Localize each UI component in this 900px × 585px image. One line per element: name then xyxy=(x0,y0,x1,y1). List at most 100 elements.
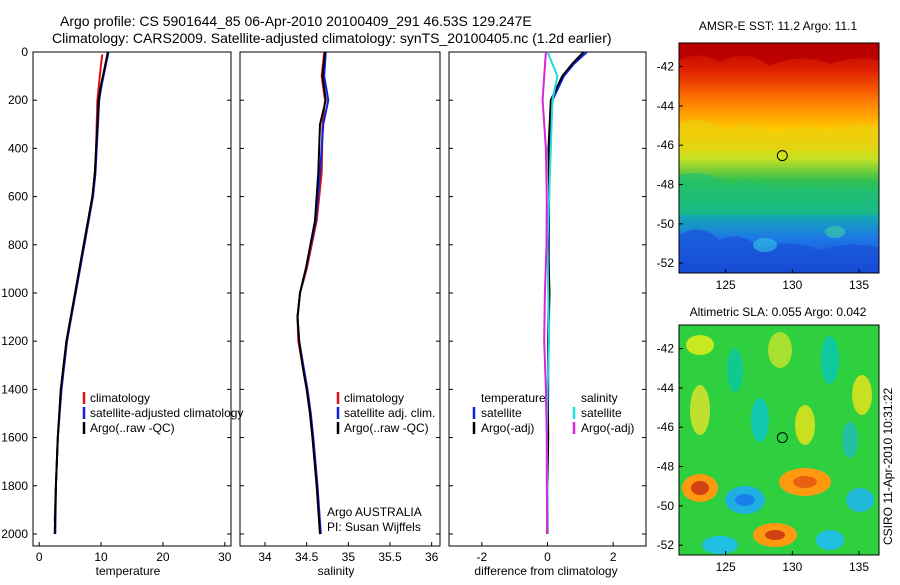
sla-anomaly xyxy=(691,481,709,495)
sal-tick-label: 36 xyxy=(425,550,439,564)
argo-float-marker xyxy=(776,432,788,444)
map-lat-label: -52 xyxy=(657,538,675,552)
temperature-xlabel: temperature xyxy=(96,564,161,578)
sla-anomaly xyxy=(768,332,792,368)
depth-tick-label: 1600 xyxy=(1,431,28,445)
sal-tick-label: 35 xyxy=(342,550,356,564)
map-lat-label: -50 xyxy=(657,217,675,231)
map-lat-label: -48 xyxy=(657,178,675,192)
sla-anomaly xyxy=(816,530,844,550)
figure-title-line2: Climatology: CARS2009. Satellite-adjuste… xyxy=(52,30,612,46)
legend-label-satellite: satellite adj. clim. xyxy=(344,406,435,420)
depth-tick-label: 1400 xyxy=(1,382,28,396)
map-lon-label: 125 xyxy=(716,560,736,574)
depth-tick-label: 200 xyxy=(8,93,28,107)
sla-anomaly xyxy=(793,476,817,488)
temperature-axes-frame xyxy=(32,51,232,547)
salinity-series xyxy=(296,51,330,535)
depth-tick-label: 1200 xyxy=(1,334,28,348)
map-lat-label: -44 xyxy=(657,381,675,395)
map-lat-label: -46 xyxy=(657,420,675,434)
temp-tick-label: 0 xyxy=(36,550,43,564)
temperature-legend: climatology satellite-adjusted climatolo… xyxy=(82,391,243,435)
timestamp-label: CSIRO 11-Apr-2010 10:31:22 xyxy=(881,387,895,545)
sal-series-line xyxy=(296,51,327,535)
depth-tick-label: 1800 xyxy=(1,479,28,493)
legend-label-argo: Argo(..raw -QC) xyxy=(344,421,429,435)
diff-tick-label: 2 xyxy=(610,550,617,564)
salinity-axes-frame xyxy=(239,51,441,547)
temp-tick-label: 10 xyxy=(94,550,108,564)
figure-title-line1: Argo profile: CS 5901644_85 06-Apr-2010 … xyxy=(60,13,532,29)
sla-map-panel: Altimetric SLA: 0.055 Argo: 0.042 xyxy=(657,305,880,574)
sst-mid-front xyxy=(679,119,879,150)
sla-anomaly xyxy=(686,335,714,355)
credit-org: Argo AUSTRALIA xyxy=(327,505,422,519)
legend-label-temp-satellite: satellite xyxy=(481,406,522,420)
sla-heatmap xyxy=(679,325,879,555)
argo-float-marker xyxy=(776,150,788,162)
sst-map-title: AMSR-E SST: 11.2 Argo: 11.1 xyxy=(699,19,858,33)
sla-map-frame xyxy=(678,324,880,556)
depth-tick-label: 800 xyxy=(8,238,28,252)
depth-axis: 0 200 400 600 800 1000 1200 1400 1600 1800 2000 xyxy=(1,45,37,541)
temp-series-line xyxy=(53,51,109,535)
depth-tick-label: 2000 xyxy=(1,527,28,541)
map-lat-label: -50 xyxy=(657,499,675,513)
sst-cold-front xyxy=(679,172,879,215)
map-lat-label: -52 xyxy=(657,256,675,270)
legend-title-temperature: temperature xyxy=(481,391,546,405)
sla-anomaly xyxy=(852,375,872,415)
map-lon-label: 130 xyxy=(782,560,802,574)
credit-pi: PI: Susan Wijffels xyxy=(327,520,421,534)
difference-series xyxy=(541,51,588,535)
sst-map-axes: 125 130 135 -42 -44 -46 -48 -50 -52 xyxy=(657,60,870,292)
sla-anomaly xyxy=(795,405,815,445)
depth-tick-label: 600 xyxy=(8,190,28,204)
temperature-panel: 0 200 400 600 800 1000 1200 1400 1600 1800 2000 0 1… xyxy=(1,45,243,578)
sla-anomaly xyxy=(702,536,738,554)
map-lon-label: 130 xyxy=(782,278,802,292)
sla-anomaly xyxy=(846,488,874,512)
legend-label-satellite: satellite-adjusted climatology xyxy=(90,406,243,420)
sal-tick-label: 34 xyxy=(258,550,272,564)
map-lat-label: -42 xyxy=(657,60,675,74)
legend-label-argo: Argo(..raw -QC) xyxy=(90,421,175,435)
sal-series-line xyxy=(296,51,330,535)
legend-title-salinity: salinity xyxy=(581,391,618,405)
legend-label-climatology: climatology xyxy=(344,391,404,405)
salinity-axis: 34 34.5 35 35.5 36 xyxy=(240,51,440,564)
sla-anomaly xyxy=(821,336,839,384)
map-lat-label: -44 xyxy=(657,99,675,113)
legend-label-sal-argo: Argo(-adj) xyxy=(581,421,634,435)
map-lon-label: 125 xyxy=(716,278,736,292)
sst-heatmap xyxy=(679,43,879,273)
temperature-axis: 0 10 20 30 xyxy=(36,51,232,564)
map-lat-label: -46 xyxy=(657,138,675,152)
legend-label-climatology: climatology xyxy=(90,391,150,405)
temp-tick-label: 30 xyxy=(218,550,232,564)
sla-anomaly xyxy=(735,494,755,506)
depth-tick-label: 1000 xyxy=(1,286,28,300)
difference-legend: temperature satellite Argo(-adj) salinit… xyxy=(472,391,634,435)
sst-eddy xyxy=(825,226,845,238)
salinity-legend: climatology satellite adj. clim. Argo(..… xyxy=(336,391,435,435)
salinity-panel: 34 34.5 35 35.5 36 salinity climatology sate… xyxy=(239,51,441,578)
sla-map-axes: 125 130 135 -42 -44 -46 -48 -50 -52 xyxy=(657,342,870,574)
sla-anomaly xyxy=(765,530,785,540)
temperature-series xyxy=(53,51,110,535)
sst-map-panel: AMSR-E SST: 11.2 Argo: 11.1 125 130 135 -42… xyxy=(657,19,880,292)
depth-tick-label: 0 xyxy=(21,45,28,59)
map-lon-label: 135 xyxy=(849,560,869,574)
depth-tick-label: 400 xyxy=(8,141,28,155)
sst-warm-front xyxy=(679,43,879,66)
diff-tick-label: -2 xyxy=(476,550,487,564)
diff-tick-label: 0 xyxy=(544,550,551,564)
sst-cold-pool xyxy=(679,229,879,273)
legend-label-sal-satellite: satellite xyxy=(581,406,622,420)
legend-label-temp-argo: Argo(-adj) xyxy=(481,421,534,435)
map-lat-label: -48 xyxy=(657,460,675,474)
sst-eddy xyxy=(753,238,777,252)
sst-map-frame xyxy=(678,42,880,274)
